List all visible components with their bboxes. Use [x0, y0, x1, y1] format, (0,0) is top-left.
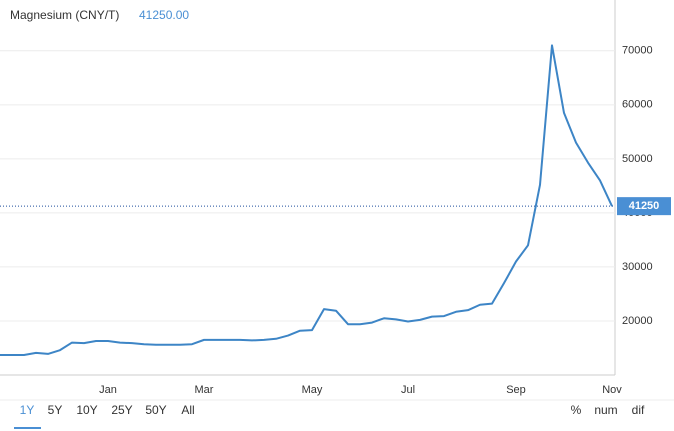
y-tick-label: 30000: [622, 261, 653, 273]
mode-button[interactable]: dif: [632, 403, 645, 417]
range-button[interactable]: 5Y: [48, 403, 63, 417]
x-tick-label: Sep: [506, 384, 526, 396]
x-tick-label: Jul: [401, 384, 415, 396]
x-tick-label: May: [302, 384, 323, 396]
price-line: [0, 44, 613, 357]
current-badge: [617, 197, 671, 216]
y-tick-label: 70000: [622, 45, 653, 57]
range-button[interactable]: 50Y: [145, 403, 166, 417]
range-button[interactable]: 1Y: [20, 403, 35, 417]
x-tick-label: Mar: [195, 384, 214, 396]
current-label: 41250: [629, 200, 660, 212]
range-button[interactable]: 10Y: [76, 403, 97, 417]
y-tick-label: 50000: [622, 153, 653, 165]
range-button[interactable]: 25Y: [111, 403, 132, 417]
range-button[interactable]: All: [181, 403, 194, 417]
price-label: 41250.00: [139, 8, 189, 22]
chart-title: Magnesium (CNY/T): [10, 8, 119, 22]
x-tick-label: Jan: [99, 384, 117, 396]
x-tick-label: Nov: [602, 384, 622, 396]
y-tick-label: 20000: [622, 315, 653, 327]
mode-button[interactable]: num: [594, 403, 617, 417]
y-tick-label: 60000: [622, 99, 653, 111]
mode-button[interactable]: %: [571, 403, 582, 417]
